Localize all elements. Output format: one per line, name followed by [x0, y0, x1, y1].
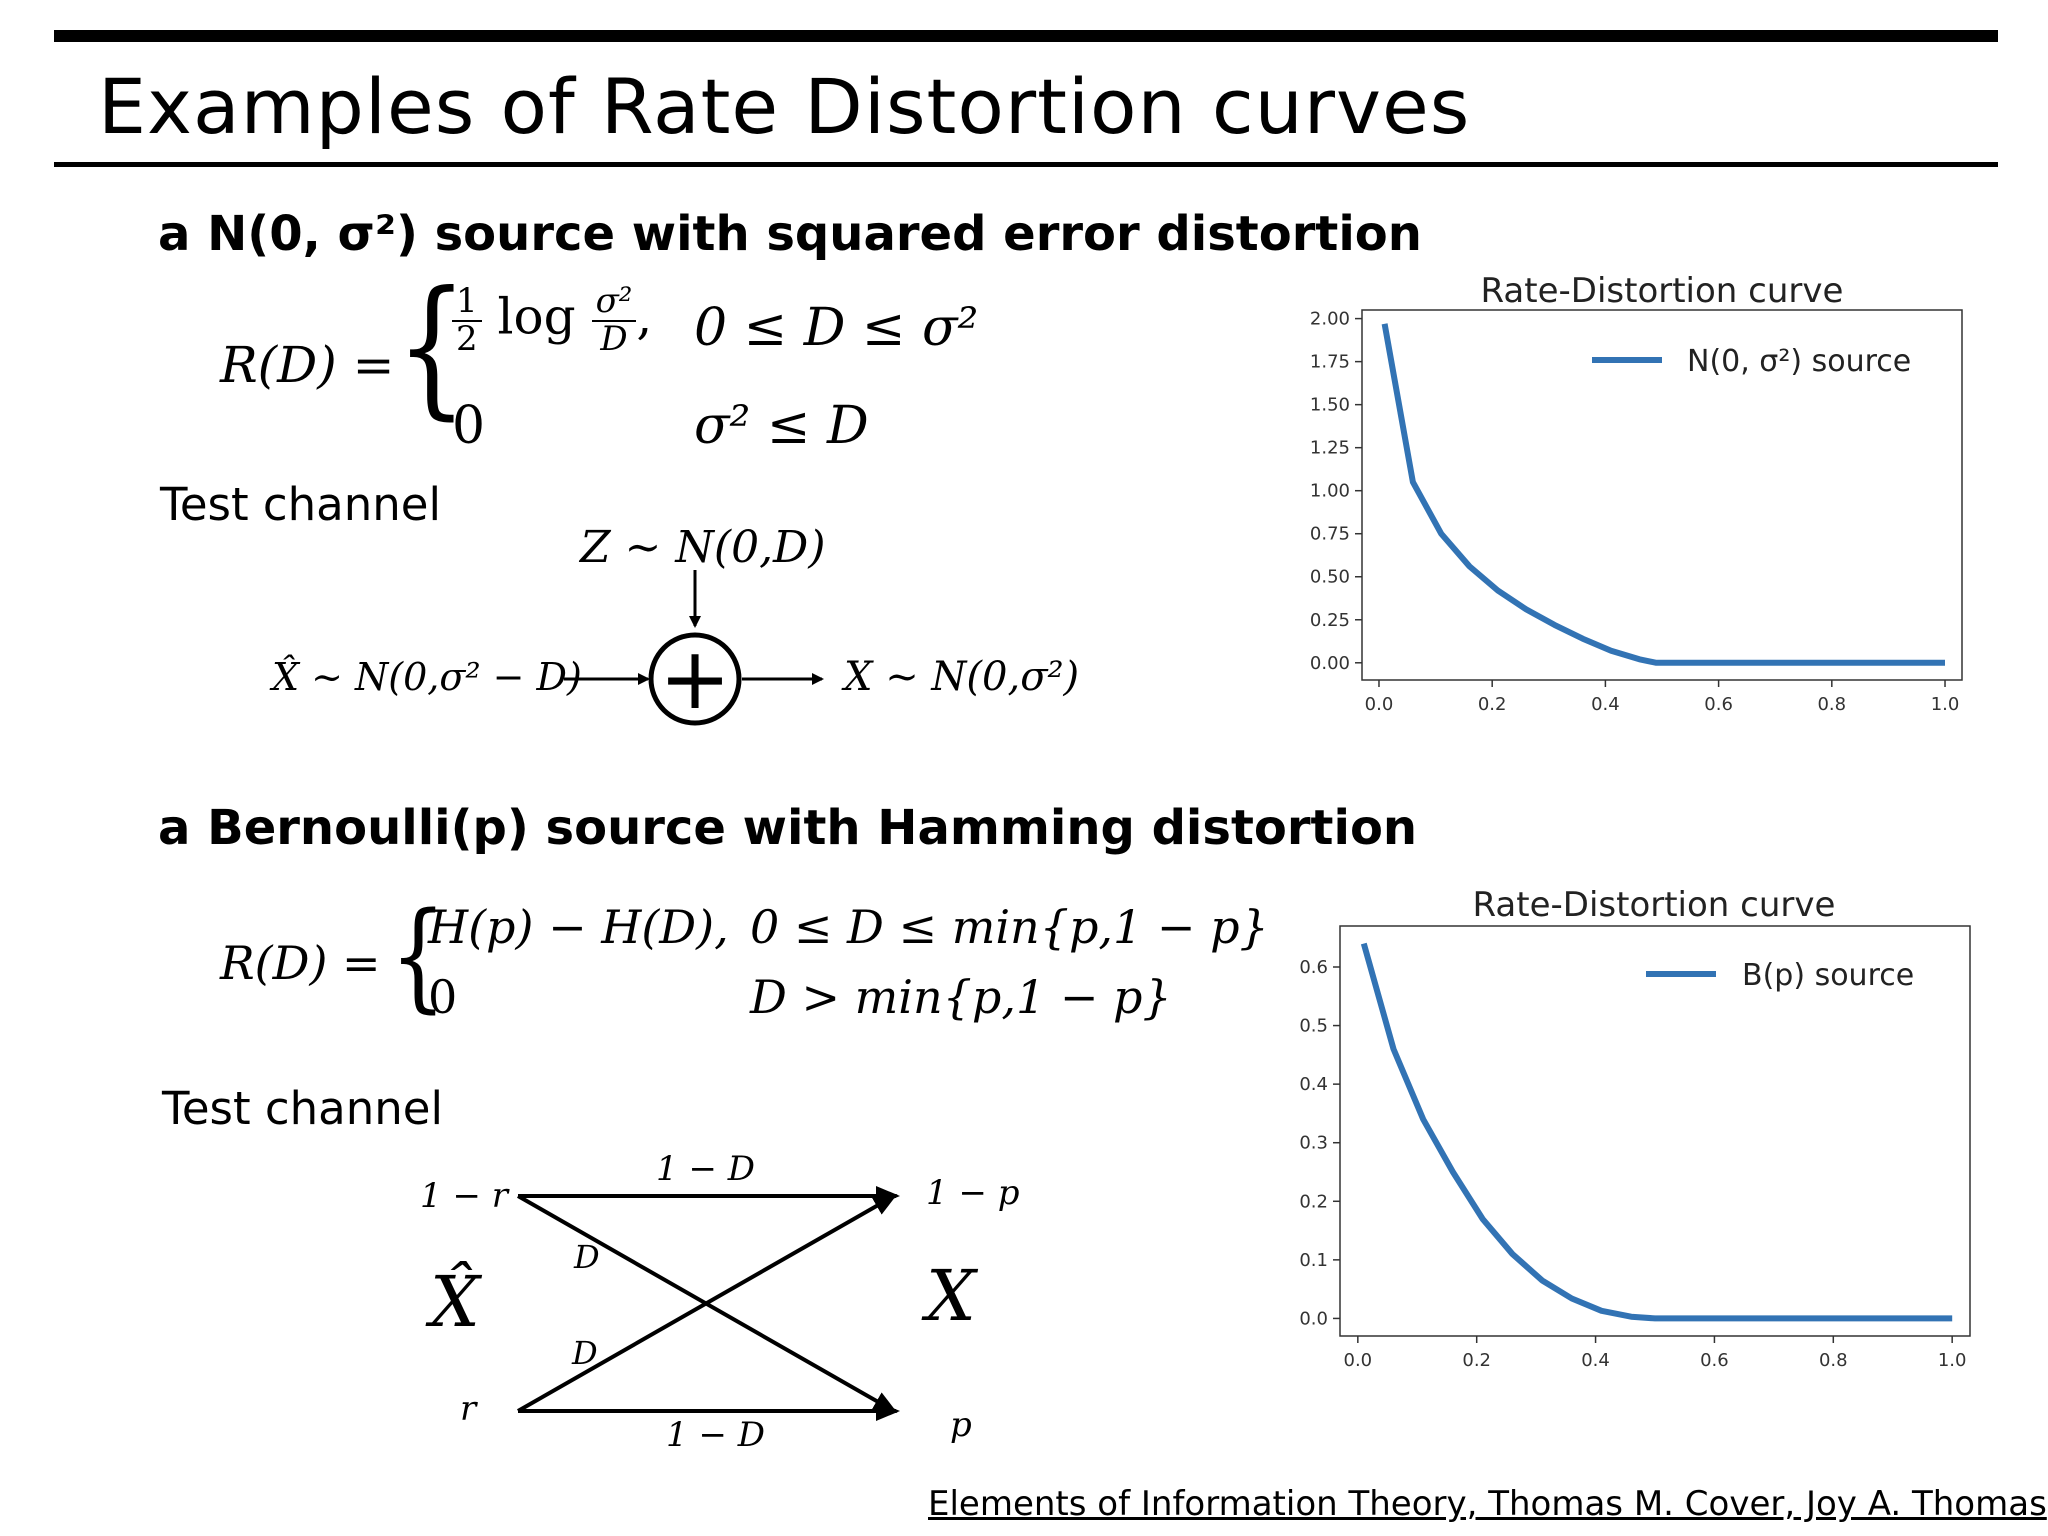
y-tick-label: 0.3	[1299, 1133, 1328, 1154]
bernoulli-test-channel-label: Test channel	[162, 1082, 443, 1135]
bernoulli-case1-value: H(p) − H(D),	[428, 900, 729, 954]
adder-symbol: +	[659, 629, 731, 729]
bottom-right-prob: p	[950, 1405, 972, 1445]
y-tick-label: 0.25	[1310, 610, 1350, 631]
chart-title: Rate-Distortion curve	[1481, 271, 1844, 311]
y-tick-label: 2.00	[1310, 309, 1350, 330]
x-tick-label: 0.4	[1581, 1350, 1610, 1371]
legend-label: N(0, σ²) source	[1687, 344, 1911, 379]
x-tick-label: 1.0	[1931, 694, 1960, 715]
top-edge-label: 1 − D	[656, 1149, 755, 1189]
top-right-prob: 1 − p	[926, 1173, 1020, 1213]
bottom-left-prob: r	[460, 1389, 478, 1429]
y-tick-label: 1.25	[1310, 438, 1350, 459]
gaussian-case2-value: 0	[452, 396, 486, 456]
y-tick-label: 0.6	[1299, 957, 1328, 978]
citation: Elements of Information Theory, Thomas M…	[928, 1484, 2047, 1524]
cross-edge-up	[517, 1194, 898, 1413]
y-tick-label: 0.4	[1299, 1074, 1328, 1095]
y-tick-label: 0.1	[1299, 1250, 1328, 1271]
gaussian-case1-condition: 0 ≤ D ≤ σ²	[694, 298, 979, 358]
output-label: X ~ N(0,σ²)	[841, 654, 1079, 700]
x-tick-label: 0.6	[1700, 1350, 1729, 1371]
bernoulli-test-channel-diagram: 1 − r r 1 − p p X̂ X 1 − D 1 − D D D	[420, 1149, 1020, 1455]
chart-title: Rate-Distortion curve	[1473, 885, 1836, 925]
bernoulli-rd-chart: Rate-Distortion curve 0.0 0.2 0.4 0.6 0.8 1.0…	[1299, 885, 1971, 1371]
y-tick-label: 0.50	[1310, 567, 1350, 588]
gaussian-case2-condition: σ² ≤ D	[694, 396, 869, 456]
gaussian-heading: a N(0, σ²) source with squared error dis…	[158, 206, 1422, 262]
y-tick-label: 0.00	[1310, 653, 1350, 674]
x-symbol: X	[921, 1255, 979, 1337]
x-tick-label: 0.0	[1344, 1350, 1373, 1371]
y-tick-label: 1.75	[1310, 352, 1350, 373]
legend: B(p) source	[1646, 958, 1914, 993]
adder-circle	[648, 632, 742, 726]
bernoulli-formula-brace: {	[390, 886, 447, 1024]
y-tick-label: 0.0	[1299, 1308, 1328, 1329]
x-tick-label: 0.8	[1819, 1350, 1848, 1371]
y-tick-label: 1.00	[1310, 481, 1350, 502]
cross-upper-label: D	[573, 1238, 600, 1276]
x-tick-label: 0.4	[1591, 694, 1620, 715]
series-line	[1381, 323, 1945, 666]
y-tick-label: 0.2	[1299, 1191, 1328, 1212]
bernoulli-heading: a Bernoulli(p) source with Hamming disto…	[158, 800, 1418, 856]
plot-frame	[1361, 309, 1963, 681]
legend-label: B(p) source	[1742, 958, 1914, 993]
y-tick-label: 0.75	[1310, 524, 1350, 545]
noise-label: Z ~ N(0,D)	[578, 522, 826, 573]
title-bottom-rule	[54, 162, 1998, 167]
gaussian-test-channel-diagram: Z ~ N(0,D) X̂ ~ N(0,σ² − D) + X ~ N(0,σ²…	[269, 522, 1079, 729]
x-tick-label: 0.0	[1365, 694, 1394, 715]
series-line	[1360, 942, 1953, 1322]
gaussian-test-channel-label: Test channel	[160, 478, 441, 531]
x-tick-label: 0.8	[1817, 694, 1846, 715]
x-tick-label: 0.6	[1704, 694, 1733, 715]
gaussian-log-fraction: σ² D	[591, 283, 637, 357]
input-label: X̂ ~ N(0,σ² − D)	[269, 655, 582, 699]
x-hat-symbol: X̂	[425, 1261, 483, 1343]
y-tick-label: 0.5	[1299, 1016, 1328, 1037]
y-tick-label: 1.50	[1310, 395, 1350, 416]
legend: N(0, σ²) source	[1592, 344, 1911, 379]
bernoulli-case1-condition: 0 ≤ D ≤ min{p,1 − p}	[750, 900, 1269, 954]
x-tick-label: 1.0	[1938, 1350, 1967, 1371]
bernoulli-formula-lhs: R(D) =	[220, 936, 381, 990]
plot-frame	[1339, 925, 1971, 1337]
x-tick-label: 0.2	[1478, 694, 1507, 715]
bernoulli-case2-value: 0	[428, 970, 458, 1024]
cross-lower-label: D	[571, 1334, 598, 1372]
gaussian-rd-chart: Rate-Distortion curve 0.0 0.2 0.4 0.6 0.8 1.0…	[1310, 271, 1963, 715]
top-left-prob: 1 − r	[420, 1176, 510, 1216]
gaussian-formula-brace: {	[396, 260, 468, 434]
x-tick-label: 0.2	[1462, 1350, 1491, 1371]
bottom-edge-label: 1 − D	[666, 1415, 765, 1455]
bernoulli-case2-condition: D > min{p,1 − p}	[750, 970, 1172, 1024]
gaussian-formula-lhs: R(D) =	[220, 336, 395, 394]
title-top-rule	[54, 30, 1998, 42]
page-title: Examples of Rate Distortion curves	[98, 62, 1471, 151]
